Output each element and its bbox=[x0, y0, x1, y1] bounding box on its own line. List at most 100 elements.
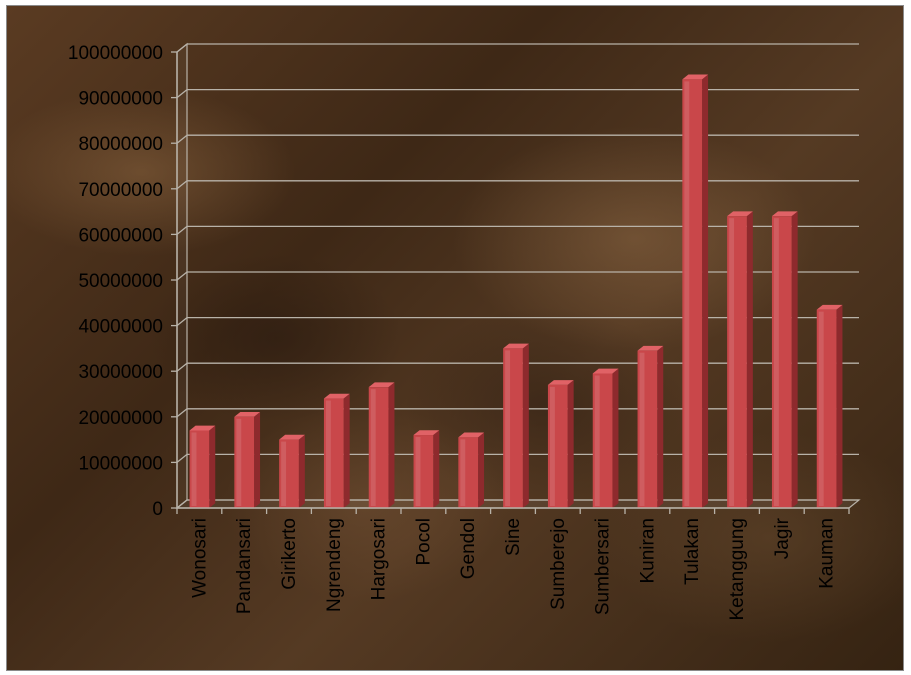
bar-highlight bbox=[594, 375, 600, 506]
bar-front bbox=[234, 416, 255, 508]
gridline-connector bbox=[176, 362, 188, 372]
bar-side bbox=[657, 345, 664, 508]
x-tick-label: Gendol bbox=[458, 518, 479, 579]
y-tick-label: 70000000 bbox=[78, 180, 163, 201]
bar-highlight bbox=[505, 350, 511, 506]
bar-highlight bbox=[325, 400, 331, 506]
bar-side bbox=[567, 380, 574, 508]
bar-side bbox=[478, 432, 485, 508]
bar-highlight bbox=[639, 352, 645, 506]
x-tick-label: Pocol bbox=[413, 518, 434, 566]
bar-side bbox=[836, 304, 843, 508]
bar-side bbox=[433, 430, 440, 508]
bar-highlight bbox=[773, 218, 779, 506]
bar-front bbox=[368, 387, 389, 508]
bar bbox=[323, 393, 350, 508]
bar-front bbox=[547, 384, 568, 508]
bar-side bbox=[209, 425, 216, 508]
bar-top bbox=[413, 430, 440, 436]
bar-top bbox=[727, 211, 753, 217]
bar-top bbox=[323, 393, 350, 399]
bar-side bbox=[388, 382, 395, 508]
bar-chart: 0 10000000 20000000 30000000 40000000 5000000… bbox=[68, 42, 861, 621]
bar bbox=[279, 434, 305, 508]
x-tick-label: Girikerto bbox=[279, 518, 300, 590]
x-tick-label: Wonosari bbox=[189, 518, 210, 598]
y-tick-label: 40000000 bbox=[78, 317, 163, 338]
gridline-connector bbox=[176, 225, 188, 235]
x-tick-label: Pandansari bbox=[234, 518, 255, 614]
gridline-connector bbox=[176, 499, 188, 509]
bar-highlight bbox=[370, 389, 376, 506]
bar-front bbox=[816, 309, 837, 508]
bar-highlight bbox=[729, 218, 735, 506]
x-tick-label: Sine bbox=[503, 518, 524, 556]
gridline-connector bbox=[176, 271, 188, 281]
y-tick-label: 100000000 bbox=[68, 43, 163, 64]
bar-front bbox=[323, 398, 344, 508]
bars bbox=[189, 74, 843, 509]
x-tick-label: Kauman bbox=[817, 518, 838, 589]
x-tick-label: Ketanggung bbox=[727, 518, 748, 621]
bar-top bbox=[458, 432, 485, 438]
chart-area: 0 10000000 20000000 30000000 40000000 5000000… bbox=[6, 5, 904, 671]
bar bbox=[503, 343, 529, 508]
x-tick-label: Tulakan bbox=[682, 518, 703, 585]
bar-top bbox=[682, 74, 709, 80]
bar-top bbox=[279, 434, 305, 440]
bar-highlight bbox=[549, 386, 555, 506]
bar-highlight bbox=[415, 437, 421, 506]
bar bbox=[547, 380, 574, 508]
gridline-connector bbox=[176, 134, 188, 144]
bar bbox=[413, 430, 440, 508]
bar-side bbox=[522, 343, 529, 508]
y-tick-label: 60000000 bbox=[78, 225, 163, 246]
bar-side bbox=[254, 412, 261, 508]
bar-top bbox=[234, 412, 261, 417]
x-tick-label: Jagir bbox=[772, 517, 793, 559]
bar-front bbox=[458, 437, 479, 508]
x-tick-label: Hargosari bbox=[369, 518, 390, 600]
bar-highlight bbox=[236, 418, 242, 506]
bar-front bbox=[727, 216, 747, 508]
bar-side bbox=[298, 434, 305, 508]
y-tick-label: 30000000 bbox=[78, 362, 163, 383]
bar-highlight bbox=[684, 81, 690, 507]
bar bbox=[682, 74, 709, 509]
bar bbox=[727, 211, 753, 509]
gridline-connector bbox=[176, 317, 188, 327]
bar-side bbox=[791, 211, 798, 509]
bar bbox=[592, 368, 619, 508]
gridline-connector bbox=[176, 408, 188, 418]
bar bbox=[234, 412, 261, 508]
bar-front bbox=[637, 350, 658, 508]
bar-side bbox=[746, 211, 753, 509]
x-axis: Wonosari Pandansari Girikerto Ngrendeng Harg… bbox=[176, 507, 850, 621]
gridline-connector bbox=[176, 453, 188, 463]
bar-front bbox=[592, 373, 613, 508]
bar-side bbox=[612, 368, 619, 508]
bar-top bbox=[771, 211, 798, 217]
x-tick-label: Kuniran bbox=[637, 518, 658, 584]
y-tick-label: 10000000 bbox=[78, 453, 163, 474]
y-tick-label: 80000000 bbox=[78, 134, 163, 155]
x-tick-label: Sumberejo bbox=[548, 518, 569, 610]
bar-highlight bbox=[191, 432, 197, 506]
bar-side bbox=[702, 74, 709, 508]
bar bbox=[368, 382, 395, 508]
y-tick-label: 0 bbox=[152, 499, 163, 520]
y-axis: 0 10000000 20000000 30000000 40000000 5000000… bbox=[68, 43, 178, 520]
y-tick-label: 50000000 bbox=[78, 271, 163, 292]
x-tick-label: Ngrendeng bbox=[324, 518, 345, 612]
bar-front bbox=[413, 435, 434, 508]
y-tick-label: 20000000 bbox=[78, 408, 163, 429]
bar bbox=[771, 211, 798, 509]
gridline-connector bbox=[176, 43, 188, 53]
y-tick-label: 90000000 bbox=[78, 89, 163, 110]
bar-side bbox=[343, 393, 350, 508]
gridline-connector bbox=[176, 89, 188, 99]
bar-top bbox=[189, 425, 216, 431]
x-tick-label: Sumbersari bbox=[593, 518, 614, 615]
bar-front bbox=[682, 79, 703, 509]
bar-top bbox=[592, 368, 619, 374]
